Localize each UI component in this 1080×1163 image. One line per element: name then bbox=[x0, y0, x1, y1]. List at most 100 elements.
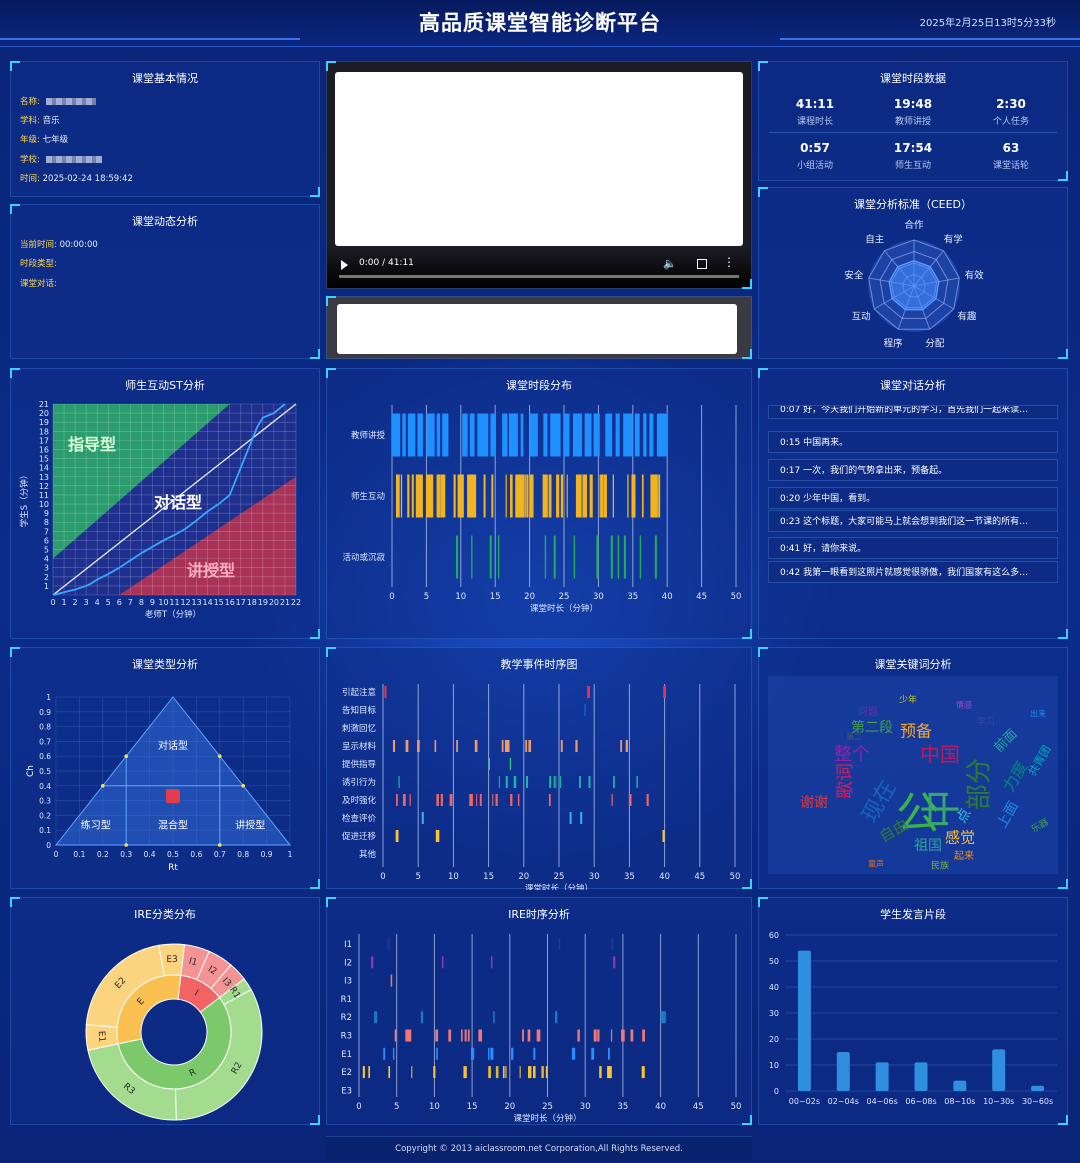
timeline-segment bbox=[636, 776, 638, 788]
ct-region-label: 讲授型 bbox=[235, 819, 265, 832]
timeline-x-tick: 15 bbox=[490, 592, 501, 602]
fullscreen-icon[interactable] bbox=[697, 259, 707, 269]
timeline-segment bbox=[407, 413, 416, 457]
timeline-row-label: 教师讲授 bbox=[351, 430, 386, 441]
more-options-icon[interactable]: ⋮ bbox=[723, 255, 735, 269]
stat-turns: 63 课堂话轮 bbox=[992, 141, 1029, 171]
timeline-segment bbox=[560, 474, 563, 518]
timeline-segment bbox=[513, 776, 516, 788]
dialogue-item[interactable]: 0:15 中国再来。 bbox=[768, 431, 1058, 453]
st-x-tick: 16 bbox=[225, 598, 235, 607]
radar-axis-label: 有趣 bbox=[957, 311, 977, 323]
radar-axis-label: 自主 bbox=[865, 233, 884, 245]
video-frame[interactable] bbox=[335, 72, 743, 246]
st-zone-label: 指导型 bbox=[68, 435, 116, 454]
ct-x-tick: 0.3 bbox=[120, 850, 132, 859]
timeline-segment bbox=[453, 474, 456, 518]
timeline-row-label: 告知目标 bbox=[342, 705, 377, 716]
timeline-segment bbox=[555, 1011, 558, 1024]
timeline-segment bbox=[560, 776, 562, 788]
ct-x-tick: 0 bbox=[54, 850, 59, 859]
student-bar bbox=[1031, 1085, 1045, 1091]
period-data-panel: 课堂时段数据 41:11 课程时长 19:48 教师讲授 2:30 个人任务 0:57… bbox=[758, 61, 1068, 181]
student-x-tick: 02~04s bbox=[828, 1097, 859, 1106]
timeline-segment bbox=[411, 1066, 413, 1079]
ct-y-tick: 0.4 bbox=[39, 782, 51, 791]
st-y-tick: 21 bbox=[39, 400, 49, 409]
dialogue-item[interactable]: 0:17 一次，我们的气势拿出来，预备起。 bbox=[768, 459, 1058, 481]
st-chart: 0 1 2 3 4 5 6 7 8 9 10 11 12 13 14 15 16 17 18 19 20 21 221234… bbox=[19, 400, 301, 620]
dialogue-item[interactable]: 0:42 我第一眼看到这照片就感觉很骄傲，我们国家有这么多… bbox=[768, 561, 1058, 583]
ire-inner-label: R bbox=[188, 1068, 198, 1080]
ceed-radar-panel: 课堂分析标准（CEED） 合作 有学 有效 有趣 分配 程序 互动 安全 自主 bbox=[758, 187, 1068, 359]
timeline-segment bbox=[487, 1047, 490, 1060]
timeline-segment bbox=[611, 938, 614, 950]
timeline-segment bbox=[605, 413, 613, 457]
timeline-segment bbox=[490, 956, 493, 969]
timeline-segment bbox=[515, 474, 520, 518]
dialogue-item[interactable]: 0:07 好，今天我们开始新的单元的学习，首先我们一起来读… bbox=[768, 405, 1058, 419]
ct-x-tick: 0.2 bbox=[97, 850, 109, 859]
timeline-segment bbox=[547, 474, 549, 518]
timeline-segment bbox=[477, 413, 489, 457]
word-cloud: 公中 部分中国现在歌词预备整个第二段感觉祖国自由力度上面谢谢前面起来民族童声问题学… bbox=[800, 694, 1053, 872]
st-y-tick: 16 bbox=[39, 445, 49, 454]
timeline-segment bbox=[639, 535, 642, 579]
timeline-x-label: 课堂时长（分钟） bbox=[525, 883, 593, 890]
timeline-x-tick: 45 bbox=[693, 1102, 704, 1112]
dialogue-item[interactable]: 0:23 这个标题，大家可能马上就会想到我们这一节课的所有… bbox=[768, 510, 1058, 532]
timeline-segment bbox=[436, 1047, 438, 1060]
student-x-tick: 04~06s bbox=[867, 1097, 898, 1106]
st-y-tick: 11 bbox=[39, 491, 49, 500]
basic-info-panel: 课堂基本情况 名称: 学科: 音乐 年级: 七年级 学校: 时间: 2025-0… bbox=[10, 61, 320, 197]
timeline-segment bbox=[610, 1029, 613, 1042]
basic-grade-row: 年级: 七年级 bbox=[20, 135, 69, 145]
dialogue-item[interactable]: 0:41 好，请你来说。 bbox=[768, 537, 1058, 559]
timeline-segment bbox=[607, 1047, 610, 1060]
st-x-tick: 1 bbox=[61, 598, 66, 607]
st-y-label: 学生S（分钟） bbox=[19, 471, 30, 527]
timeline-segment bbox=[463, 1066, 467, 1079]
st-y-tick: 9 bbox=[44, 509, 49, 518]
timeline-row-label: R1 bbox=[341, 995, 352, 1005]
st-y-tick: 13 bbox=[39, 473, 49, 482]
dialogue-item[interactable]: 0:20 少年中国，看到。 bbox=[768, 487, 1058, 509]
timeline-segment bbox=[416, 474, 418, 518]
student-y-tick: 10 bbox=[769, 1061, 779, 1070]
timeline-segment bbox=[588, 776, 591, 788]
video-progress-bar[interactable] bbox=[339, 275, 739, 278]
timeline-x-tick: 20 bbox=[518, 872, 529, 882]
timeline-segment bbox=[506, 740, 510, 752]
timeline-segment bbox=[609, 1066, 612, 1079]
play-icon[interactable] bbox=[341, 260, 348, 270]
st-analysis-panel: 师生互动ST分析 0 1 2 3 4 5 6 7 8 9 10 11 12 13 14 15 16 17 18 19 2… bbox=[10, 368, 320, 639]
timeline-segment bbox=[599, 474, 601, 518]
thumbnail-frame[interactable] bbox=[337, 304, 737, 354]
redacted-name bbox=[45, 98, 96, 105]
timeline-segment bbox=[448, 1029, 452, 1042]
timeline-segment bbox=[576, 474, 581, 518]
timeline-segment bbox=[431, 474, 434, 518]
timeline-segment bbox=[617, 535, 620, 579]
timeline-segment bbox=[407, 740, 409, 752]
st-title: 师生互动ST分析 bbox=[125, 379, 205, 392]
timeline-segment bbox=[476, 794, 478, 806]
keyword-word: 祖国 bbox=[914, 838, 942, 854]
keyword-word: 起来 bbox=[954, 850, 974, 862]
keyword-word: 谢谢 bbox=[800, 795, 828, 811]
timeline-segment bbox=[498, 776, 500, 788]
timeline-segment bbox=[646, 794, 649, 806]
timeline-segment bbox=[536, 1029, 541, 1042]
ire-inner-label: E bbox=[136, 996, 147, 1007]
timeline-segment bbox=[421, 812, 424, 824]
timeline-segment bbox=[434, 740, 437, 752]
timeline-segment bbox=[579, 776, 581, 788]
timeline-x-tick: 50 bbox=[731, 1102, 742, 1112]
timeline-x-tick: 15 bbox=[467, 1102, 478, 1112]
timeline-segment bbox=[662, 830, 665, 842]
timeline-segment bbox=[509, 758, 512, 770]
keyword-word: 童声 bbox=[868, 859, 884, 869]
volume-icon[interactable]: 🔈 bbox=[663, 257, 677, 270]
timeline-row-label: R2 bbox=[341, 1013, 352, 1023]
radar-axis-label: 程序 bbox=[884, 337, 904, 349]
